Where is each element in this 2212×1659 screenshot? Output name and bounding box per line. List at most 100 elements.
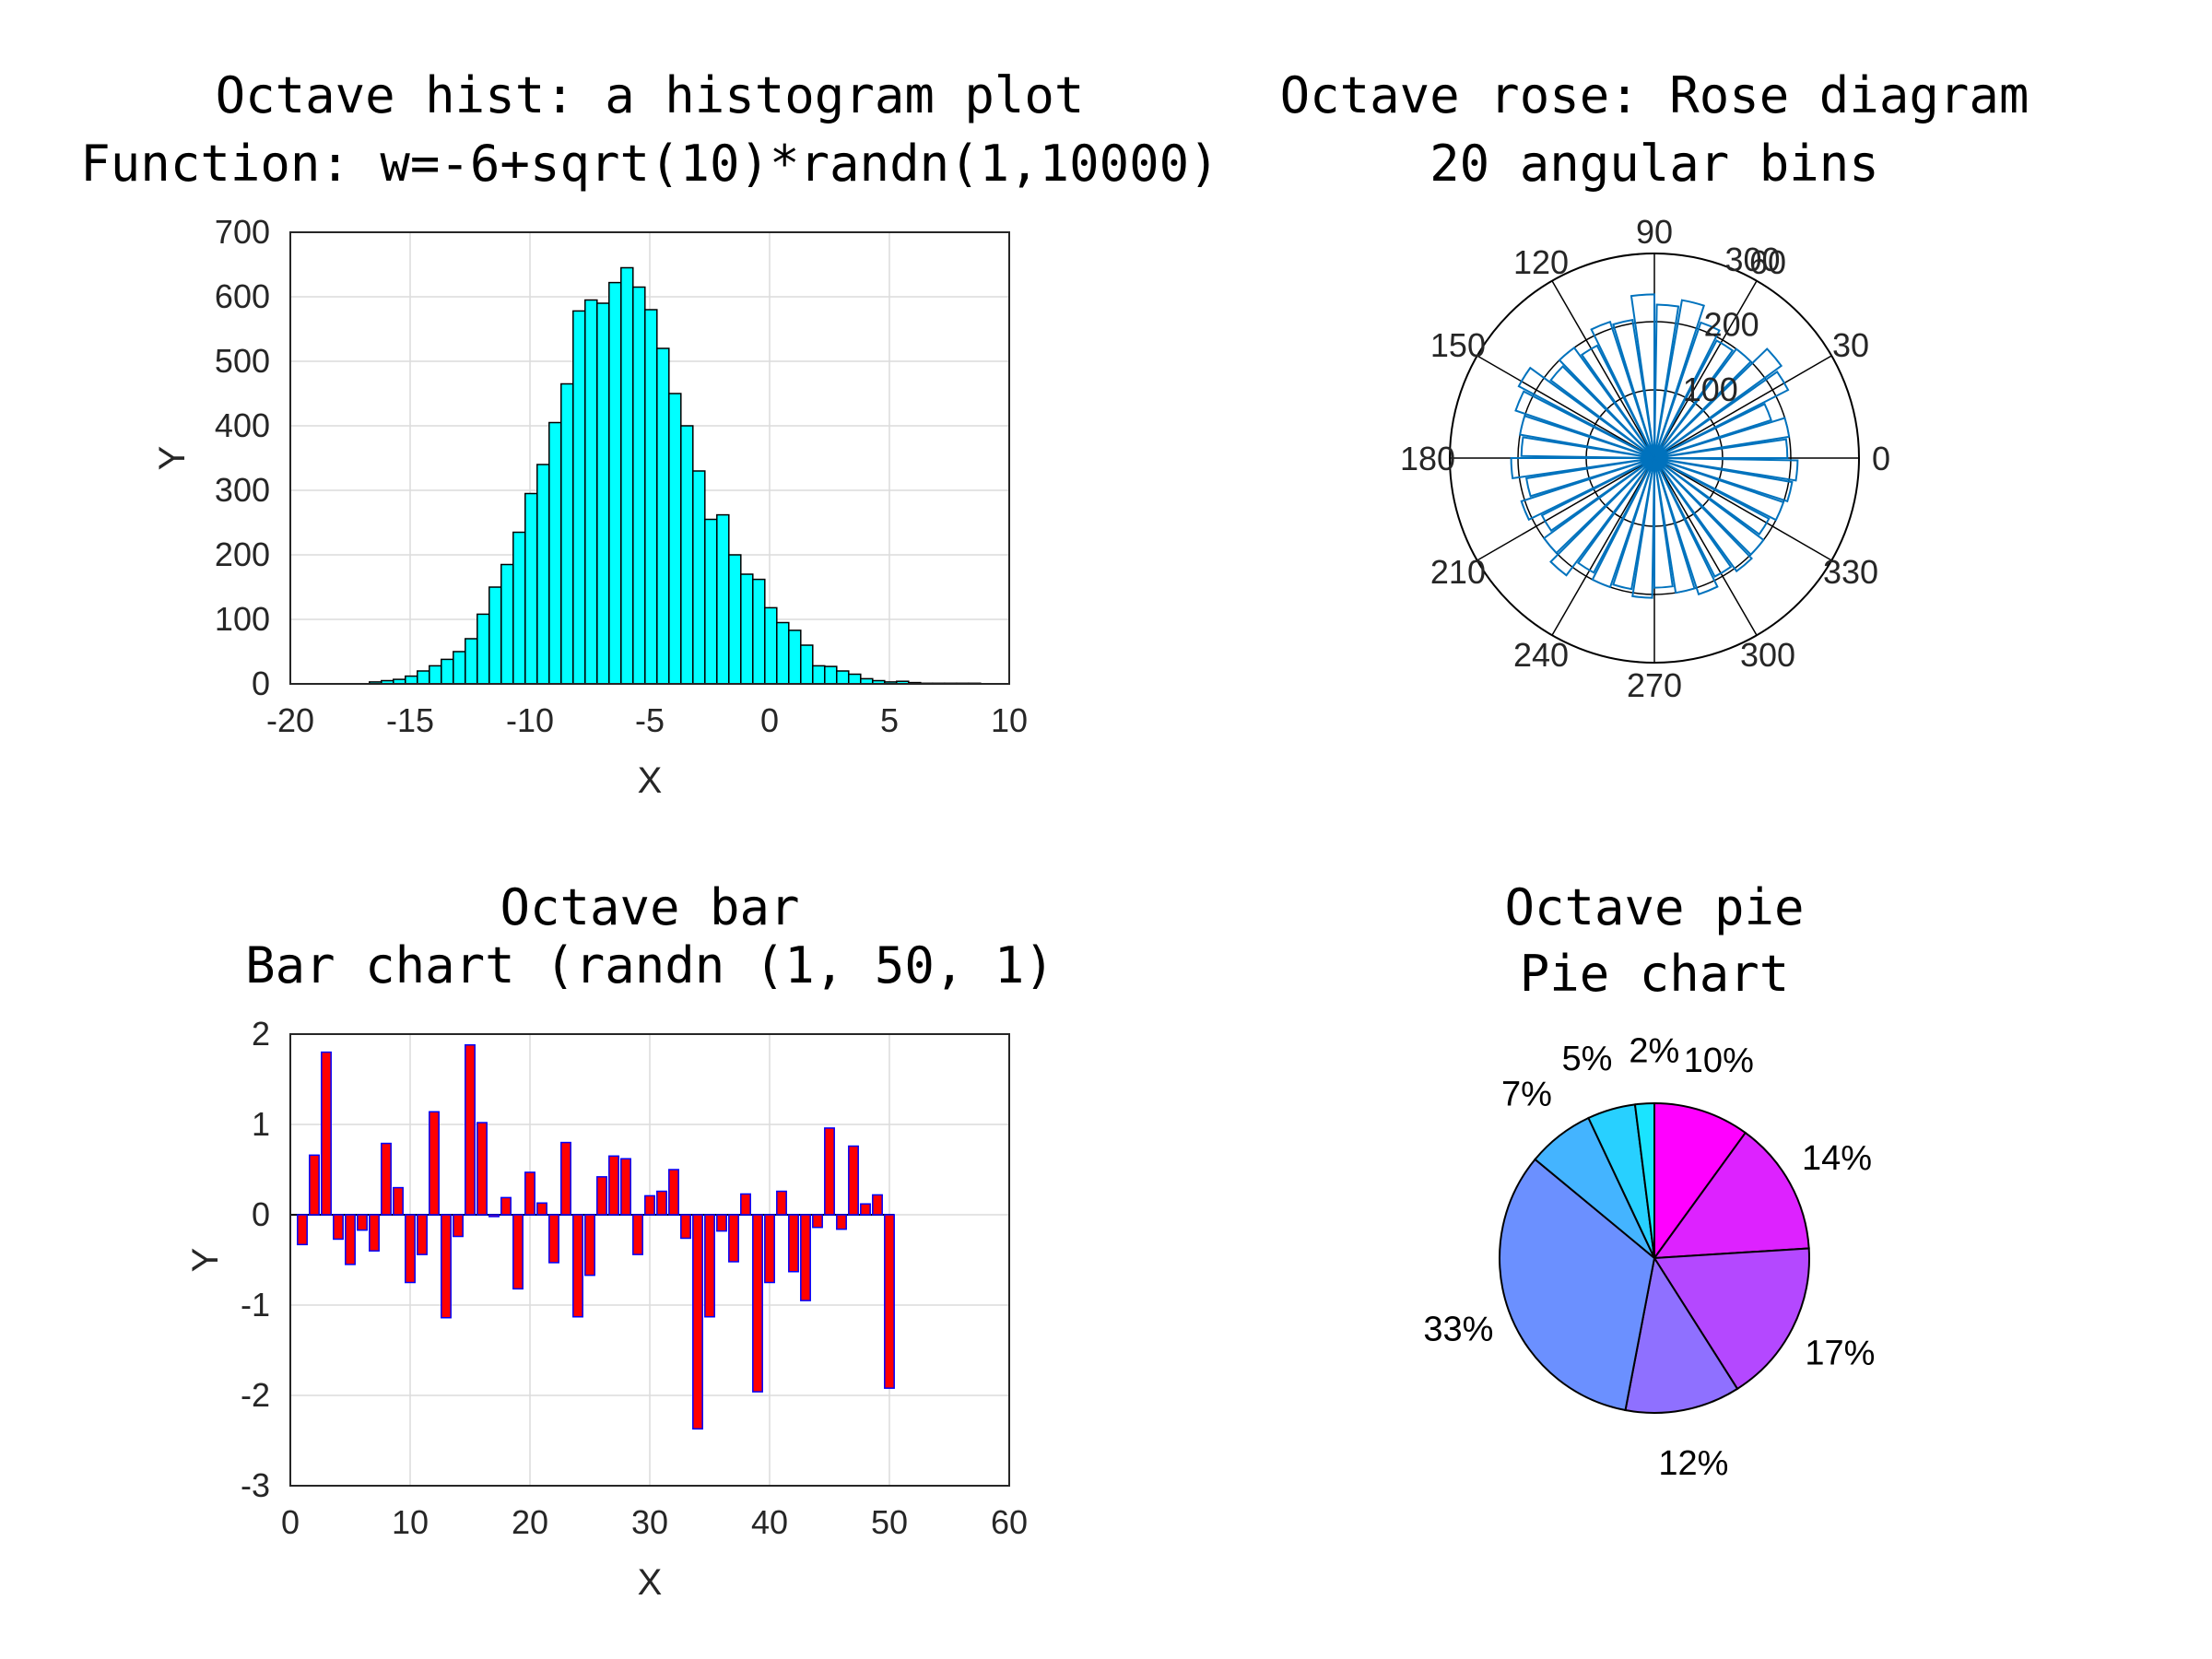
bar-mark <box>692 1214 703 1430</box>
bar-x-tick-label: 50 <box>871 1503 908 1541</box>
histogram-bar <box>536 464 550 685</box>
rose-angle-label: 240 <box>1513 636 1569 674</box>
histogram-x-tick-label: -15 <box>386 701 434 739</box>
bar-mark <box>776 1190 787 1216</box>
histogram-x-label: X <box>638 760 663 801</box>
rose-spoke <box>1477 355 1655 459</box>
histogram-bar <box>740 573 754 685</box>
bar-mark <box>584 1214 595 1277</box>
bar-mark <box>596 1176 607 1216</box>
bar-mark <box>716 1214 727 1232</box>
rose-petal <box>1653 457 1771 536</box>
histogram-bar <box>668 393 682 685</box>
histogram-bar <box>512 531 526 685</box>
rose-petal <box>1558 346 1655 459</box>
histogram-bar <box>608 281 622 685</box>
histogram-bar <box>596 302 610 685</box>
histogram-panel: Octave hist: a histogram plot Function: … <box>80 66 1218 801</box>
pie-panel: Octave pie Pie chart 10% 14% 17% 12% 33% 7%5%… <box>1423 878 1875 1483</box>
bar-mark <box>548 1214 559 1264</box>
bar-panel: Octave bar Bar chart (randn (1, 50, 1) 0… <box>185 878 1054 1603</box>
rose-angle-label: 90 <box>1636 213 1673 251</box>
rose-spoke <box>1551 280 1655 459</box>
rose-petal <box>1612 319 1655 459</box>
rose-petal <box>1653 457 1719 596</box>
histogram-bar <box>680 425 694 685</box>
rose-petal <box>1580 344 1655 459</box>
bar-mark <box>369 1214 380 1252</box>
rose-radial-label: 300 <box>1724 241 1780 278</box>
rose-petal <box>1653 303 1680 459</box>
bar-axes-frame <box>289 1033 1010 1487</box>
rose-petal <box>1540 457 1655 533</box>
histogram-x-tick-label: 5 <box>880 701 899 739</box>
histogram-y-tick-label: 700 <box>215 213 270 251</box>
histogram-bar <box>477 613 490 685</box>
histogram-x-tick-label: -20 <box>266 701 314 739</box>
histogram-bar <box>584 299 598 685</box>
histogram-bar <box>488 586 502 685</box>
rose-petal <box>1630 293 1655 459</box>
histogram-bar <box>656 347 670 685</box>
histogram-bar <box>417 670 430 685</box>
histogram-bar <box>764 606 778 685</box>
rose-petal <box>1549 457 1655 577</box>
bar-mark <box>824 1127 835 1216</box>
bar-mark <box>500 1196 512 1216</box>
pie-slice <box>1653 1101 1747 1262</box>
pie-slice <box>1652 1131 1810 1260</box>
bar-y-tick-label: -3 <box>241 1466 270 1504</box>
histogram-bar <box>465 638 478 685</box>
rose-angle-label: 30 <box>1832 326 1869 364</box>
bar-y-tick-label: 2 <box>252 1015 270 1053</box>
bar-mark <box>572 1214 583 1318</box>
bar-x-tick-label: 20 <box>512 1503 548 1541</box>
histogram-bar <box>848 673 862 685</box>
rose-angle-label: 150 <box>1430 326 1486 364</box>
bar-mark <box>644 1194 655 1216</box>
rose-petal <box>1653 321 1721 459</box>
histogram-bar <box>572 310 586 685</box>
rose-petal <box>1576 457 1655 574</box>
rose-petal <box>1612 457 1655 591</box>
bar-y-tick-label: -1 <box>241 1286 270 1324</box>
bar-mark <box>453 1214 464 1238</box>
histogram-bar <box>716 513 730 685</box>
pie-slice <box>1633 1101 1655 1259</box>
rose-petal <box>1653 457 1674 589</box>
bar-mark <box>560 1141 571 1216</box>
histogram-bar <box>453 651 466 685</box>
bar-mark <box>297 1214 308 1246</box>
rose-petal <box>1653 457 1733 578</box>
histogram-bar <box>405 675 418 685</box>
histogram-y-tick-label: 600 <box>215 277 270 315</box>
rose-radial-label: 200 <box>1704 306 1759 344</box>
rose-petal <box>1653 438 1789 459</box>
bar-mark <box>381 1142 392 1216</box>
bar-x-tick-label: 30 <box>631 1503 668 1541</box>
rose-petal <box>1517 366 1655 459</box>
pie-slice-label: 14% <box>1802 1139 1872 1178</box>
histogram-bar <box>441 658 454 685</box>
bar-mark <box>800 1214 811 1301</box>
pie-slice-label: 12% <box>1658 1444 1728 1483</box>
rose-petal <box>1520 457 1655 522</box>
bar-mark <box>740 1193 751 1216</box>
rose-petal <box>1519 415 1655 459</box>
histogram-x-tick-label: -5 <box>635 701 665 739</box>
bar-mark <box>632 1214 643 1255</box>
pie-slice-label: 7% <box>1501 1075 1552 1113</box>
bar-x-label: X <box>638 1562 663 1603</box>
bar-mark <box>764 1214 775 1284</box>
rose-petal <box>1653 403 1772 459</box>
histogram-y-tick-label: 400 <box>215 406 270 444</box>
bar-mark <box>680 1214 691 1240</box>
bar-mark <box>309 1154 320 1216</box>
histogram-bar <box>524 492 538 685</box>
histogram-bar <box>560 382 574 685</box>
bar-mark <box>668 1169 679 1216</box>
rose-spoke <box>1653 457 1832 561</box>
rose-spoke <box>1653 457 1758 636</box>
bar-mark <box>836 1214 847 1230</box>
bar-mark <box>417 1214 428 1255</box>
